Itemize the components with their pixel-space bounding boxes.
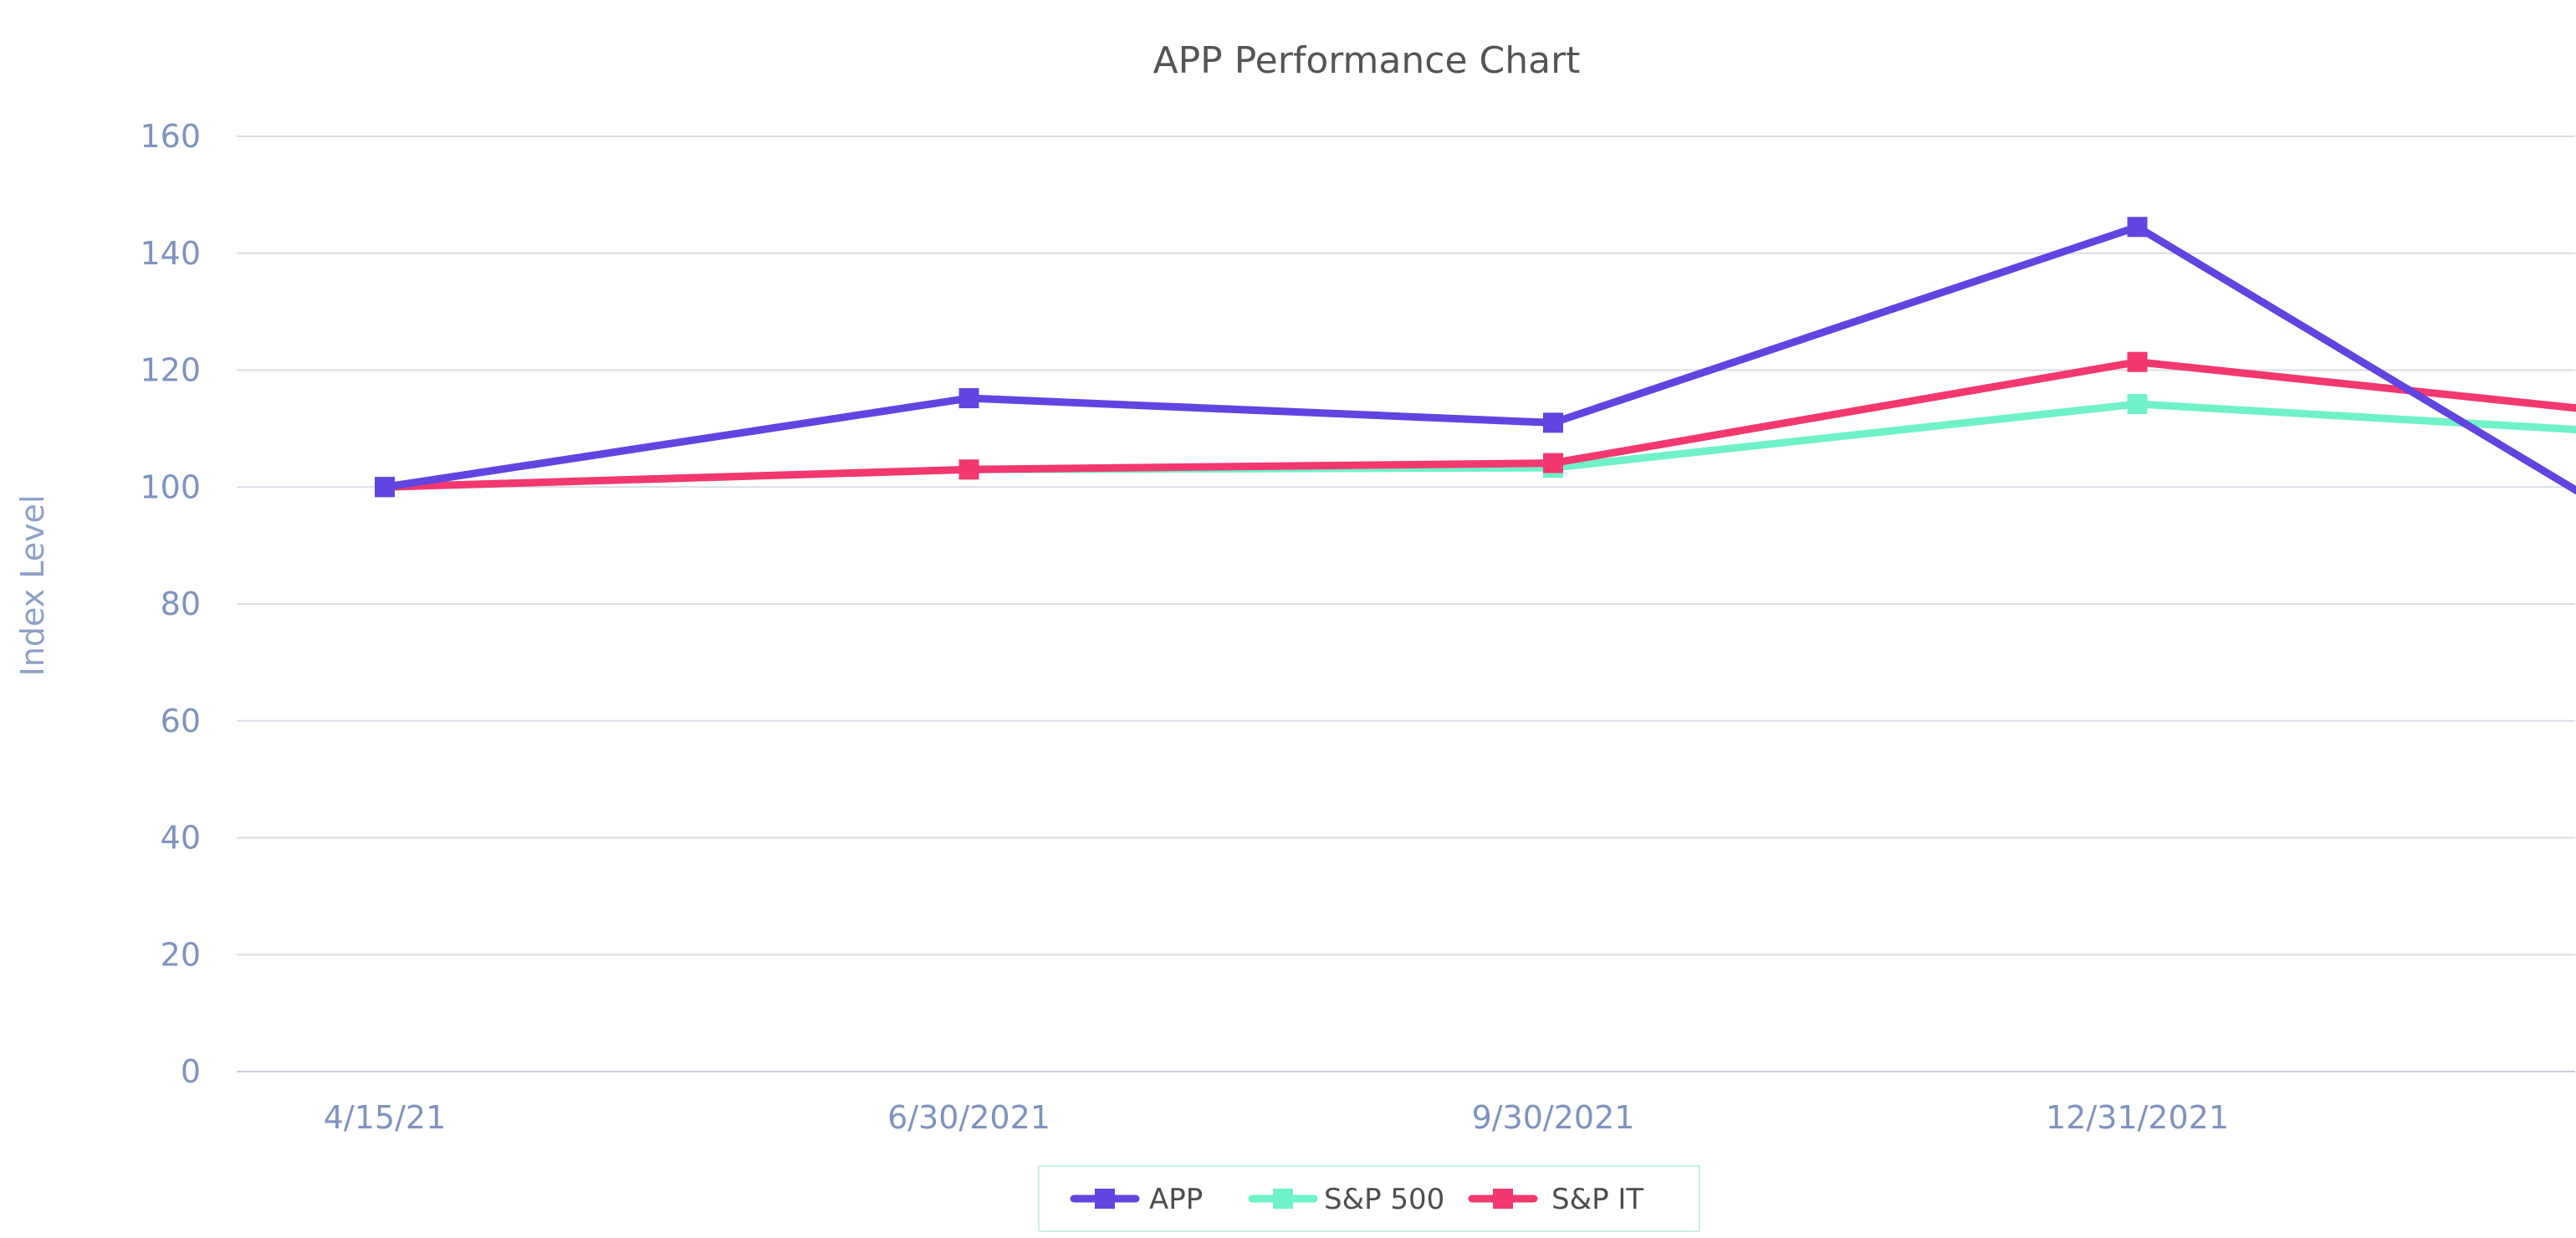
legend-label: APP [1149,1183,1203,1216]
legend-item: S&P 500 [1248,1183,1444,1216]
grid-lines [237,136,2575,1072]
data-point-marker [2127,351,2148,372]
y-tick-label: 140 [140,235,201,272]
x-tick-label: 12/31/2021 [2046,1099,2229,1136]
series-layer [375,217,2576,498]
x-tick-label: 9/30/2021 [1472,1099,1635,1136]
data-point-marker [375,477,395,498]
y-tick-label: 120 [140,352,201,389]
data-point-marker [958,388,979,409]
y-tick-label: 60 [161,703,201,739]
legend-label: S&P IT [1551,1183,1643,1216]
y-tick-label: 0 [181,1053,201,1090]
legend-marker [1273,1189,1293,1209]
legend-marker [1493,1189,1513,1209]
chart-title: APP Performance Chart [1153,39,1581,82]
legend-marker [1095,1189,1115,1209]
legend-box [1038,1165,1700,1232]
x-tick-label: 6/30/2021 [887,1099,1050,1136]
data-point-marker [2127,394,2148,415]
data-point-marker [958,459,979,480]
legend-label: S&P 500 [1324,1183,1444,1216]
y-tick-label: 160 [140,118,201,155]
y-tick-label: 100 [140,468,201,505]
x-tick-label: 4/15/21 [324,1099,447,1136]
y-axis-tick-labels: 0 20 40 60 80 100 120 140 160 [140,118,201,1090]
series-line [381,358,2576,491]
legend-item: S&P IT [1468,1183,1643,1216]
series-app [375,217,2576,498]
data-point-marker [1543,453,1563,473]
y-tick-label: 80 [161,586,201,622]
legend-item: APP [1070,1183,1203,1216]
y-axis-title: Index Level [14,495,51,677]
y-tick-label: 40 [161,820,201,857]
data-point-marker [1543,412,1563,433]
y-tick-label: 20 [161,936,201,973]
legend: APP S&P 500 S&P IT [1038,1165,1700,1232]
legend-items: APP S&P 500 S&P IT [1070,1183,1643,1216]
data-point-marker [2127,217,2148,238]
x-axis-tick-labels: 4/15/216/30/20219/30/202112/31/20213/31/… [324,1099,2229,1136]
series-line [381,223,2576,495]
